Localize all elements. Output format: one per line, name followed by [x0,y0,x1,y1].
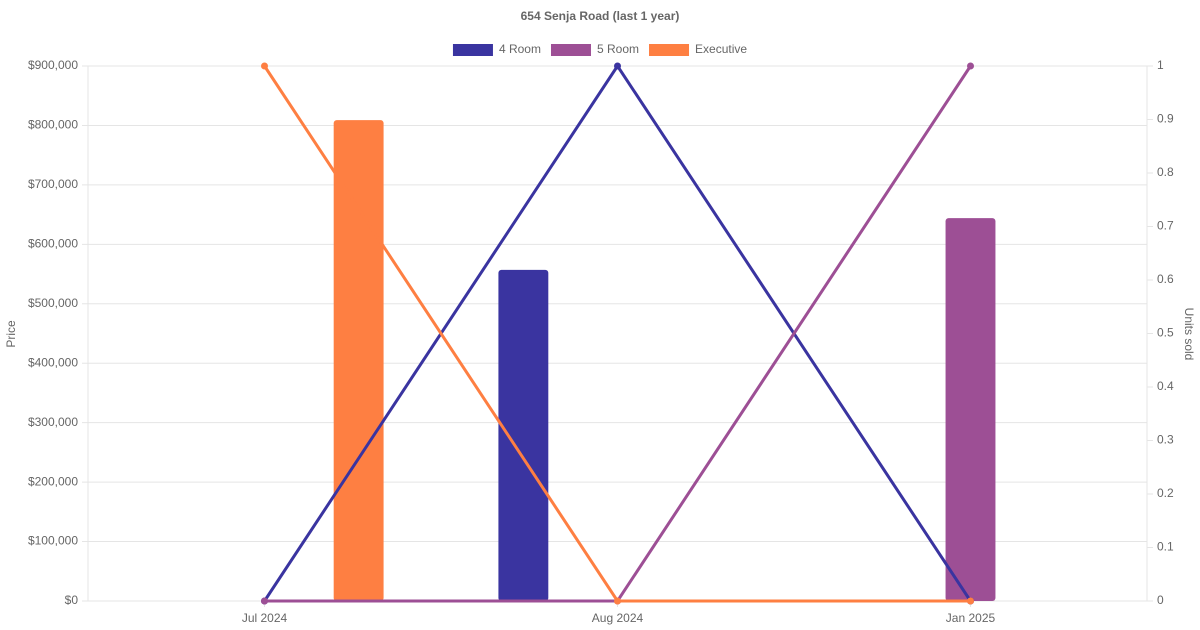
legend-label: Executive [695,42,747,56]
line-point [614,62,621,70]
y2-tick-label: 0 [1157,593,1164,607]
y2-tick-label: 0.9 [1157,112,1174,126]
y2-tick-label: 0.4 [1157,379,1174,393]
legend-label: 5 Room [597,42,639,56]
y2-tick-label: 1 [1157,58,1164,72]
y-tick-label: $600,000 [28,237,78,251]
y-tick-label: $800,000 [28,118,78,132]
y-tick-label: $900,000 [28,58,78,72]
y-tick-label: $200,000 [28,474,78,488]
line-point [261,597,268,605]
y-tick-label: $500,000 [28,296,78,310]
y-tick-label: $700,000 [28,177,78,191]
y-tick-label: $400,000 [28,355,78,369]
y2-tick-label: 0.8 [1157,165,1174,179]
y2-tick-label: 0.6 [1157,272,1174,286]
y-tick-label: $0 [65,593,79,607]
y2-tick-label: 0.7 [1157,219,1174,233]
y2-tick-label: 0.1 [1157,540,1174,554]
y2-tick-label: 0.5 [1157,326,1174,340]
y2-axis-title: Units sold [1182,308,1196,361]
x-tick-label: Jul 2024 [242,611,288,625]
legend-swatch [550,44,591,56]
x-tick-label: Aug 2024 [592,611,644,625]
y2-tick-label: 0.2 [1157,486,1174,500]
bar [333,120,384,601]
x-tick-label: Jan 2025 [946,611,996,625]
legend-swatch [649,44,690,56]
y2-tick-label: 0.3 [1157,433,1174,447]
line-point [967,597,974,605]
y-axis-title: Price [4,320,18,348]
bar [498,269,549,601]
chart-title: 654 Senja Road (last 1 year) [521,9,680,23]
y-tick-label: $300,000 [28,415,78,429]
line-point [261,62,268,70]
legend-swatch [452,44,493,56]
line-point [614,597,621,605]
bar [945,218,996,601]
line-point [967,62,974,70]
legend-label: 4 Room [499,42,541,56]
y-tick-label: $100,000 [28,534,78,548]
